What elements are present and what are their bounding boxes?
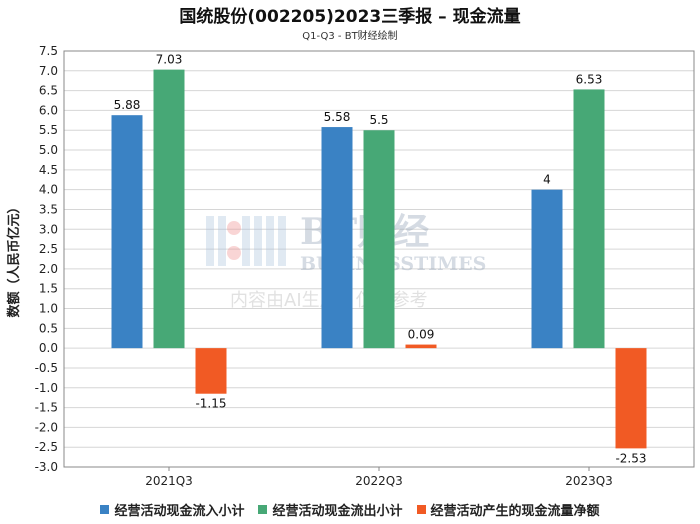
bar xyxy=(573,89,605,349)
bar-chart: BT财经 BUSINESSTIMES 内容由AI生成，仅供参考 5.887.03… xyxy=(6,44,695,488)
y-tick-label: 7.0 xyxy=(39,64,58,78)
y-axis-label: 数额（人民币亿元） xyxy=(6,200,22,317)
y-tick-label: 2.5 xyxy=(39,242,58,256)
y-tick-label: 0.0 xyxy=(39,341,58,355)
legend-label-net: 经营活动产生的现金流量净额 xyxy=(430,504,600,519)
y-tick-label: 3.5 xyxy=(39,202,58,216)
bar xyxy=(321,127,353,349)
axes: -3.0 -2.5 -2.0 -1.5 -1.0 -0.5 0.0 0.5 1.0 1.5 2.0 2… xyxy=(35,44,695,488)
y-tick-label: 1.0 xyxy=(39,302,58,316)
watermark-logo-dot-1 xyxy=(227,221,241,235)
y-tick-label: 6.5 xyxy=(39,84,58,98)
x-tick-label: 2022Q3 xyxy=(355,474,403,488)
data-label: -2.53 xyxy=(615,451,646,465)
watermark-logo-bar-6 xyxy=(278,216,286,266)
y-tick-label: 0.5 xyxy=(39,321,58,335)
y-tick-label: 5.5 xyxy=(39,123,58,137)
legend-item-inflow: 经营活动现金流入小计 xyxy=(100,500,244,519)
y-tick-label: 2.0 xyxy=(39,262,58,276)
y-tick-label: -1.0 xyxy=(35,381,58,395)
chart-subtitle: Q1-Q3 - BT财经绘制 xyxy=(302,31,398,42)
y-tick-label: -2.0 xyxy=(35,420,58,434)
watermark-logo-bar-5 xyxy=(266,216,274,266)
data-label: 5.58 xyxy=(324,110,351,124)
data-label: 4 xyxy=(543,173,551,187)
bar xyxy=(531,189,563,349)
y-tick-label: 6.0 xyxy=(39,103,58,117)
value-labels: 5.88 7.03 -1.15 5.58 5.5 0.09 4 6.53 -2.53 xyxy=(114,53,647,466)
data-label: 5.88 xyxy=(114,98,141,112)
y-tick-label: 1.5 xyxy=(39,282,58,296)
legend-swatch-net xyxy=(416,505,426,514)
bar xyxy=(195,348,227,394)
y-tick-label: 7.5 xyxy=(39,44,58,58)
watermark-logo-bar-2 xyxy=(218,216,226,266)
watermark-logo-bar-3 xyxy=(242,216,250,266)
bar xyxy=(405,344,437,349)
data-label: 6.53 xyxy=(576,72,603,86)
legend-swatch-outflow xyxy=(258,505,268,514)
bar xyxy=(153,69,185,349)
y-tick-label: -2.5 xyxy=(35,440,58,454)
data-label: 5.5 xyxy=(369,113,388,127)
data-label: 7.03 xyxy=(156,53,183,67)
data-label: -1.15 xyxy=(195,397,226,411)
watermark-logo-dot-2 xyxy=(227,246,241,260)
x-tick-label: 2021Q3 xyxy=(145,474,193,488)
y-tick-label: -1.5 xyxy=(35,401,58,415)
x-tick-label: 2023Q3 xyxy=(565,474,613,488)
y-tick-label: -3.0 xyxy=(35,460,58,474)
y-tick-label: 3.0 xyxy=(39,222,58,236)
y-tick-label: 4.5 xyxy=(39,163,58,177)
legend-item-net: 经营活动产生的现金流量净额 xyxy=(416,500,600,519)
legend-label-inflow: 经营活动现金流入小计 xyxy=(114,504,245,519)
bar xyxy=(111,115,143,349)
y-tick-label: -0.5 xyxy=(35,361,58,375)
chart-title: 国统股份(002205)2023三季报 – 现金流量 xyxy=(179,7,521,27)
y-tick-label: 4.0 xyxy=(39,183,58,197)
bars xyxy=(111,69,647,449)
legend-label-outflow: 经营活动现金流出小计 xyxy=(272,504,403,519)
data-label: 0.09 xyxy=(408,328,435,342)
watermark-logo-bar-4 xyxy=(254,216,262,266)
y-tick-label: 5.0 xyxy=(39,143,58,157)
bar xyxy=(615,348,647,449)
legend: 经营活动现金流入小计 经营活动现金流出小计 经营活动产生的现金流量净额 xyxy=(0,500,700,519)
legend-item-outflow: 经营活动现金流出小计 xyxy=(258,500,403,519)
watermark-logo-bar-1 xyxy=(206,216,214,266)
bar xyxy=(363,130,395,349)
legend-swatch-inflow xyxy=(100,505,110,514)
